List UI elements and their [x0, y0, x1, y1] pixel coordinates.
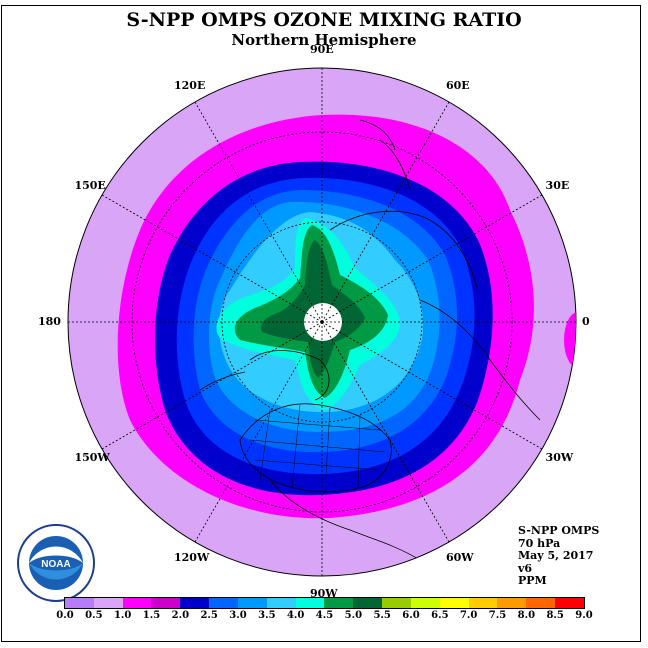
colorbar-swatch [468, 598, 498, 608]
lon-label: 180 [38, 315, 61, 328]
colorbar-tick-label: 3.5 [258, 610, 276, 621]
colorbar-tick-label: 2.5 [200, 610, 218, 621]
colorbar-tick-label: 2.0 [171, 610, 190, 621]
colorbar-swatch [65, 598, 94, 608]
map-subtitle: Northern Hemisphere [231, 31, 417, 49]
colorbar-tick-label: 5.5 [373, 610, 391, 621]
lon-label: 0 [582, 315, 590, 328]
info-line-instrument: S-NPP OMPS [518, 524, 600, 537]
colorbar-tick-label: 4.5 [315, 610, 334, 621]
ozone-contour-lobe [564, 312, 576, 368]
info-line-date: May 5, 2017 [518, 549, 594, 562]
lon-label: 60E [446, 79, 470, 93]
colorbar-swatch [410, 598, 440, 608]
colorbar-swatch [93, 598, 123, 608]
colorbar-swatch [266, 598, 296, 608]
state-boundaries [249, 404, 386, 493]
colorbar-swatch [209, 598, 238, 608]
colorbar-swatch [555, 598, 584, 608]
noaa-logo: NOAA [17, 524, 95, 602]
colorbar-tick-label: 1.5 [142, 610, 161, 621]
colorbar-swatch [324, 598, 354, 608]
dataset-info: S-NPP OMPS 70 hPa May 5, 2017 v6 PPM [518, 524, 600, 588]
lon-label: 60W [446, 550, 474, 564]
colorbar-tick-label: 7.0 [459, 610, 478, 621]
colorbar-tick-label: 8.0 [517, 610, 536, 621]
colorbar-swatch [295, 598, 325, 608]
colorbar-tick-label: 3.0 [229, 610, 247, 621]
latitude-circle [131, 131, 513, 513]
lon-label: 150W [74, 451, 110, 464]
lon-label: 120E [174, 79, 206, 93]
colorbar-tick-label: 6.5 [431, 610, 449, 621]
lon-label: 30E [545, 179, 570, 192]
noaa-logo-text: NOAA [41, 559, 70, 570]
info-line-level: 70 hPa [518, 536, 561, 550]
latitude-circle [221, 221, 423, 423]
colorbar-tick-label: 8.5 [546, 610, 564, 621]
colorbar-tick-label: 9.0 [575, 610, 593, 621]
colorbar-tick-label: 4.0 [286, 610, 305, 621]
lon-label: 150E [74, 179, 106, 192]
colorbar-swatch [237, 598, 267, 608]
colorbar-swatch [151, 598, 181, 608]
lon-label: 30W [545, 451, 574, 464]
map-title: S-NPP OMPS OZONE MIXING RATIO [126, 9, 522, 31]
graticule [68, 68, 576, 576]
info-line-units: PPM [518, 574, 547, 587]
colorbar-swatch [180, 598, 210, 608]
colorbar-tick-label: 0.5 [85, 610, 103, 621]
colorbar-labels: 0.0 0.5 1.0 1.5 2.0 2.5 3.0 3.5 4.0 4.5 5.0 5.5 6.0 6… [0, 610, 648, 624]
colorbar-tick-label: 0.0 [56, 610, 74, 621]
lon-label: 120W [174, 550, 210, 564]
colorbar-swatch [439, 598, 469, 608]
lon-label: 90E [310, 43, 334, 56]
colorbar-swatch [353, 598, 383, 608]
colorbar [64, 597, 585, 609]
colorbar-tick-label: 7.5 [488, 610, 507, 621]
colorbar-tick-label: 1.0 [113, 610, 132, 621]
figure-frame [1, 5, 641, 642]
colorbar-tick-label: 5.0 [344, 610, 363, 621]
coastlines [199, 119, 541, 561]
colorbar-swatch [497, 598, 527, 608]
info-line-version: v6 [518, 561, 533, 575]
colorbar-swatch [382, 598, 411, 608]
lon-label: 90W [310, 587, 338, 600]
colorbar-swatch [122, 598, 152, 608]
colorbar-tick-label: 6.0 [402, 610, 420, 621]
colorbar-swatch [526, 598, 556, 608]
